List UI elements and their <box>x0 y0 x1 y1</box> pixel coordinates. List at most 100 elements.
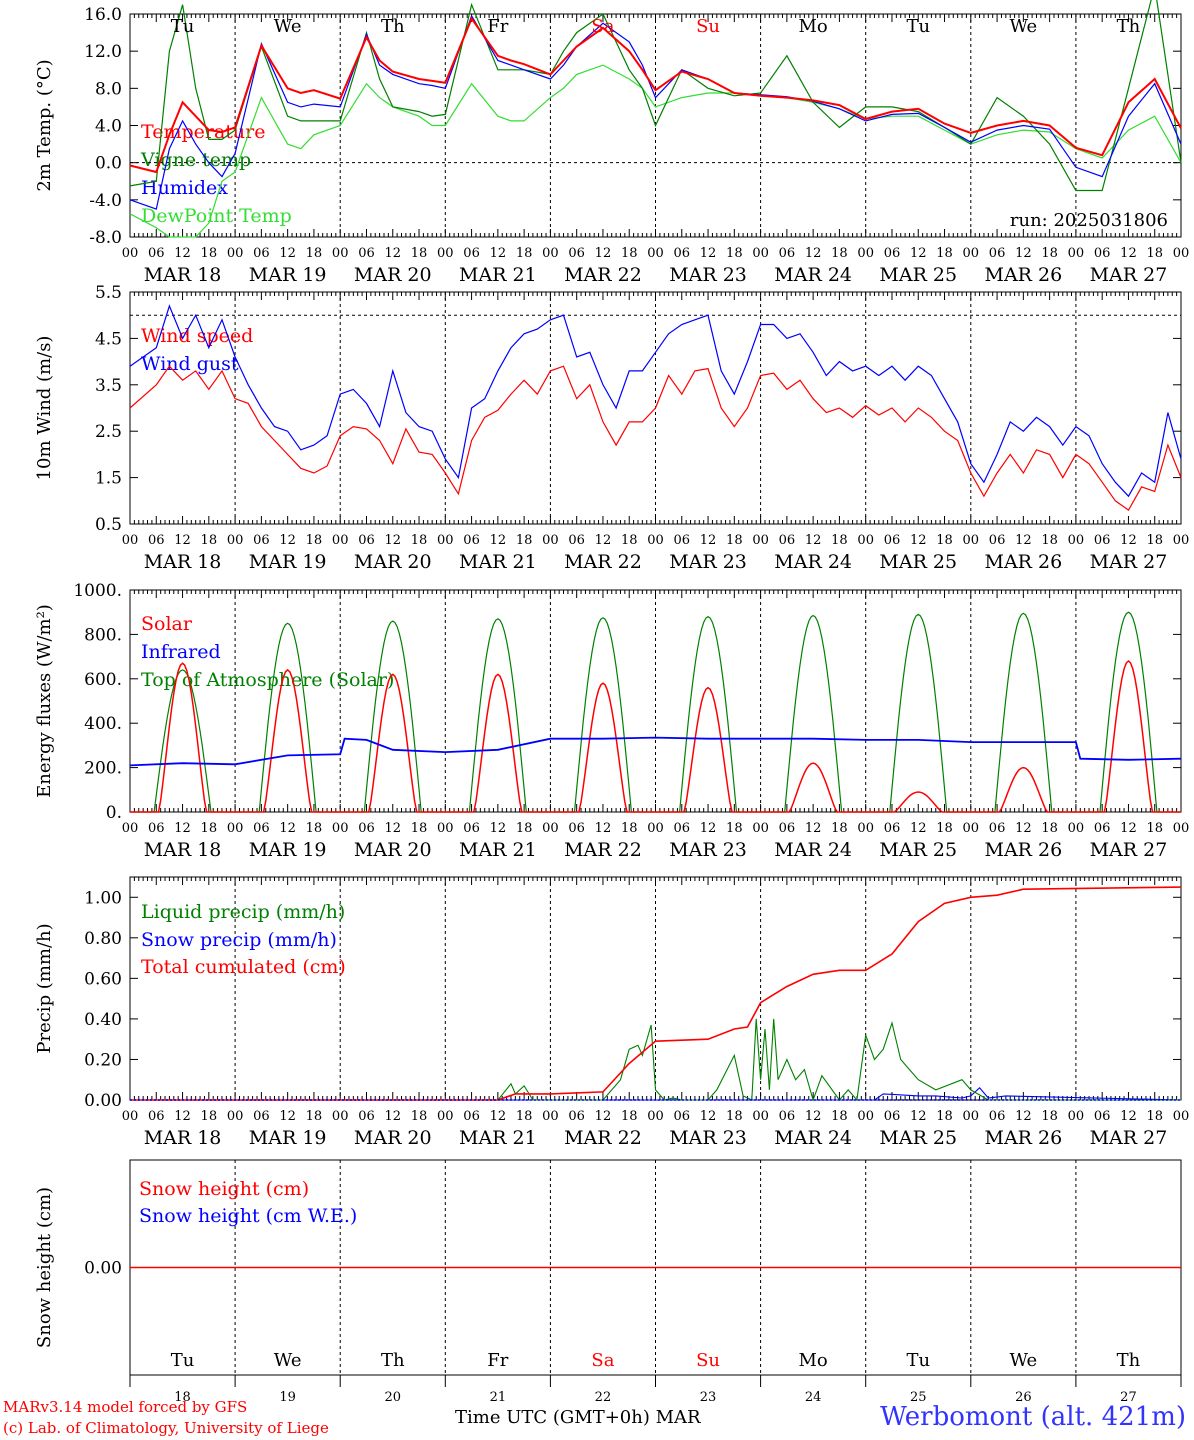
credit-line-model: MARv3.14 model forced by GFS <box>3 1398 248 1416</box>
hour-tick-label: 18 <box>1041 821 1058 836</box>
hour-tick-label: 12 <box>1015 533 1032 548</box>
hour-tick-label: 06 <box>989 246 1006 261</box>
hour-tick-label: 00 <box>647 1109 664 1124</box>
hour-tick-label: 00 <box>122 821 139 836</box>
hour-tick-label: 12 <box>910 246 927 261</box>
hour-tick-label: 00 <box>332 246 349 261</box>
hour-tick-label: 00 <box>1173 1109 1190 1124</box>
weekday-label: Th <box>381 16 405 37</box>
hour-tick-label: 12 <box>1015 1109 1032 1124</box>
hour-tick-label: 12 <box>490 821 507 836</box>
date-label: MAR 24 <box>774 264 852 286</box>
hour-tick-label: 00 <box>857 533 874 548</box>
day-number-label: 20 <box>384 1390 401 1405</box>
day-number-label: 26 <box>1015 1390 1032 1405</box>
station-name: Werbomont (alt. 421m) <box>880 1402 1186 1432</box>
date-label: MAR 27 <box>1090 264 1168 286</box>
hour-tick-label: 18 <box>1146 1109 1163 1124</box>
series-line-infrared <box>129 736 1182 767</box>
hour-tick-label: 00 <box>1068 533 1085 548</box>
hour-tick-label: 00 <box>857 246 874 261</box>
date-label: MAR 25 <box>879 551 957 573</box>
series-line-1 <box>129 0 1182 192</box>
hour-tick-label: 18 <box>201 821 218 836</box>
hour-tick-label: 06 <box>1094 1109 1111 1124</box>
date-label: MAR 19 <box>249 264 327 286</box>
day-number-label: 24 <box>805 1390 822 1405</box>
hour-tick-label: 06 <box>989 533 1006 548</box>
y-axis-label: 2m Temp. (°C) <box>34 59 55 191</box>
hour-tick-label: 12 <box>384 821 401 836</box>
series-line-toa <box>130 611 1181 813</box>
hour-tick-label: 00 <box>227 533 244 548</box>
y-tick-label: 0.40 <box>84 1010 122 1030</box>
hour-tick-label: 06 <box>779 246 796 261</box>
date-label: MAR 20 <box>354 264 432 286</box>
legend-entry: Total cumulated (cm) <box>141 956 346 978</box>
hour-tick-label: 12 <box>595 246 612 261</box>
series-line-1 <box>129 304 1182 498</box>
date-label: MAR 21 <box>459 264 537 286</box>
date-label: MAR 19 <box>249 551 327 573</box>
hour-tick-label: 12 <box>490 246 507 261</box>
hour-tick-label: 12 <box>805 533 822 548</box>
hour-tick-label: 06 <box>568 533 585 548</box>
hour-tick-label: 12 <box>805 1109 822 1124</box>
hour-tick-label: 12 <box>595 821 612 836</box>
hour-tick-label: 00 <box>1173 533 1190 548</box>
hour-tick-label: 18 <box>936 246 953 261</box>
hour-tick-label: 12 <box>700 821 717 836</box>
hour-tick-label: 18 <box>621 533 638 548</box>
legend-entry: DewPoint Temp <box>141 205 292 227</box>
date-label: MAR 27 <box>1090 1127 1168 1149</box>
hour-tick-label: 00 <box>227 821 244 836</box>
hour-tick-label: 18 <box>936 1109 953 1124</box>
date-label: MAR 20 <box>354 839 432 861</box>
hour-tick-label: 12 <box>279 533 296 548</box>
y-tick-label: 16.0 <box>84 5 122 25</box>
hour-tick-label: 06 <box>779 821 796 836</box>
hour-tick-label: 06 <box>253 821 270 836</box>
date-label: MAR 27 <box>1090 839 1168 861</box>
date-label: MAR 21 <box>459 839 537 861</box>
hour-tick-label: 00 <box>752 533 769 548</box>
date-label: MAR 23 <box>669 264 747 286</box>
hour-tick-label: 06 <box>358 246 375 261</box>
y-tick-label: 600. <box>84 670 122 690</box>
y-tick-label: 0.20 <box>84 1050 122 1070</box>
date-label: MAR 26 <box>984 551 1062 573</box>
hour-tick-label: 06 <box>463 533 480 548</box>
weekday-label: Mo <box>799 1350 828 1371</box>
hour-tick-label: 18 <box>201 533 218 548</box>
y-tick-label: 8.0 <box>95 79 122 99</box>
hour-tick-label: 12 <box>279 1109 296 1124</box>
weekday-label: Th <box>1117 1350 1141 1371</box>
date-label: MAR 25 <box>879 839 957 861</box>
y-axis-label: Energy fluxes (W/m²) <box>34 604 55 798</box>
hour-tick-label: 00 <box>332 1109 349 1124</box>
weekday-label: Sa <box>591 1350 614 1371</box>
legend-entry: Infrared <box>141 641 221 663</box>
legend-entry: Snow precip (mm/h) <box>141 929 337 951</box>
date-label: MAR 26 <box>984 1127 1062 1149</box>
legend-entry: Vigne temp <box>140 149 251 171</box>
hour-tick-label: 06 <box>253 1109 270 1124</box>
weekday-label: We <box>274 16 302 37</box>
date-label: MAR 20 <box>354 551 432 573</box>
hour-tick-label: 12 <box>384 246 401 261</box>
hour-tick-label: 00 <box>437 821 454 836</box>
hour-tick-label: 18 <box>306 821 323 836</box>
date-label: MAR 19 <box>249 839 327 861</box>
hour-tick-label: 18 <box>831 246 848 261</box>
hour-tick-label: 00 <box>437 1109 454 1124</box>
day-number-label: 23 <box>700 1390 717 1405</box>
hour-tick-label: 00 <box>122 246 139 261</box>
y-tick-label: 12.0 <box>84 42 122 62</box>
hour-tick-label: 06 <box>148 246 165 261</box>
hour-tick-label: 18 <box>1041 1109 1058 1124</box>
date-label: MAR 18 <box>144 1127 222 1149</box>
hour-tick-label: 00 <box>647 533 664 548</box>
hour-tick-label: 00 <box>542 246 559 261</box>
y-tick-label: 200. <box>84 759 122 779</box>
month-label: MAR <box>655 1407 701 1428</box>
